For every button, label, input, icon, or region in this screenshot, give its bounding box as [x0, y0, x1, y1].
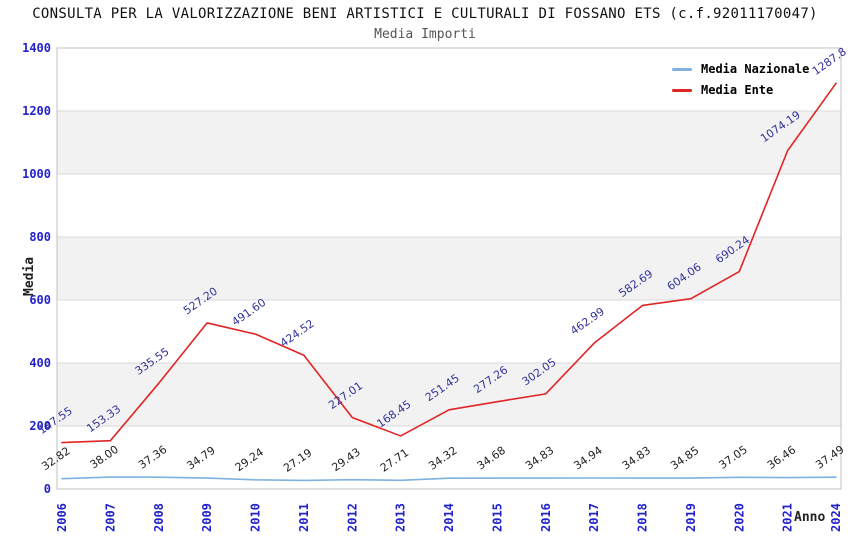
x-tick-label: 2013 [394, 503, 408, 532]
plot-band [57, 363, 841, 426]
x-tick-label: 2021 [781, 503, 795, 532]
x-axis-title: Anno [794, 510, 826, 525]
data-label-media-nazionale: 37.49 [813, 443, 846, 472]
media-nazionale-line-swatch [672, 67, 692, 71]
data-label-media-nazionale: 38.00 [88, 443, 121, 472]
x-tick-label: 2014 [442, 503, 456, 532]
data-label-media-nazionale: 29.43 [330, 445, 363, 474]
x-tick-label: 2020 [732, 503, 746, 532]
y-tick-label: 200 [29, 419, 51, 433]
plot-border [56, 47, 842, 490]
plot-band [57, 111, 841, 174]
y-tick-label: 800 [29, 230, 51, 244]
plot-band [57, 237, 841, 300]
media-nazionale-line [61, 476, 837, 482]
chart-title: CONSULTA PER LA VALORIZZAZIONE BENI ARTI… [32, 6, 818, 22]
x-tick-label: 2010 [249, 503, 263, 532]
data-label-media-nazionale: 37.05 [717, 443, 750, 472]
data-label-media-nazionale: 29.24 [233, 446, 266, 475]
data-label-media-nazionale: 34.85 [668, 444, 701, 473]
y-tick-label: 1200 [22, 104, 51, 118]
x-tick-label: 2012 [345, 503, 359, 532]
y-tick-label: 1000 [22, 167, 51, 181]
data-label-media-ente: 1287.8 [810, 45, 849, 78]
x-tick-label: 2006 [55, 503, 69, 532]
data-label-media-nazionale: 34.79 [184, 444, 217, 473]
data-label-media-nazionale: 37.36 [136, 443, 169, 472]
legend-item-media-ente: Media Ente [672, 83, 809, 97]
x-tick-label: 2019 [684, 503, 698, 532]
legend-item-media-nazionale: Media Nazionale [672, 62, 809, 76]
legend: Media Nazionale Media Ente [672, 62, 809, 97]
data-label-media-nazionale: 27.71 [378, 446, 411, 475]
x-tick-label: 2018 [636, 503, 650, 532]
data-label-media-nazionale: 34.94 [571, 444, 604, 473]
data-label-media-nazionale: 34.32 [426, 444, 459, 473]
data-label-media-nazionale: 34.68 [475, 444, 508, 473]
data-label-media-nazionale: 32.82 [39, 444, 72, 473]
x-tick-label: 2024 [829, 503, 843, 532]
x-tick-label: 2008 [152, 503, 166, 532]
data-label-media-nazionale: 34.83 [523, 444, 556, 473]
x-tick-label: 2011 [297, 503, 311, 532]
x-tick-label: 2016 [539, 503, 553, 532]
media-ente-line-swatch [672, 88, 692, 92]
y-axis-title: Media [22, 256, 37, 296]
data-label-media-ente: 491.60 [229, 296, 268, 329]
data-label-media-ente: 462.99 [568, 305, 607, 338]
y-tick-label: 1400 [22, 41, 51, 55]
data-label-media-nazionale: 27.19 [281, 446, 314, 475]
data-label-media-nazionale: 34.83 [620, 444, 653, 473]
x-tick-label: 2017 [587, 503, 601, 532]
y-tick-label: 400 [29, 356, 51, 370]
chart-subtitle: Media Importi [374, 27, 476, 42]
x-tick-label: 2015 [490, 503, 504, 532]
legend-label-media-ente: Media Ente [701, 83, 774, 97]
media-ente-line [61, 82, 837, 444]
data-label-media-ente: 424.52 [278, 317, 317, 350]
legend-label-media-nazionale: Media Nazionale [701, 62, 810, 76]
y-tick-label: 600 [29, 293, 51, 307]
y-tick-label: 0 [44, 482, 51, 496]
x-tick-label: 2009 [200, 503, 214, 532]
data-label-media-nazionale: 36.46 [765, 443, 798, 472]
x-tick-label: 2007 [103, 503, 117, 532]
